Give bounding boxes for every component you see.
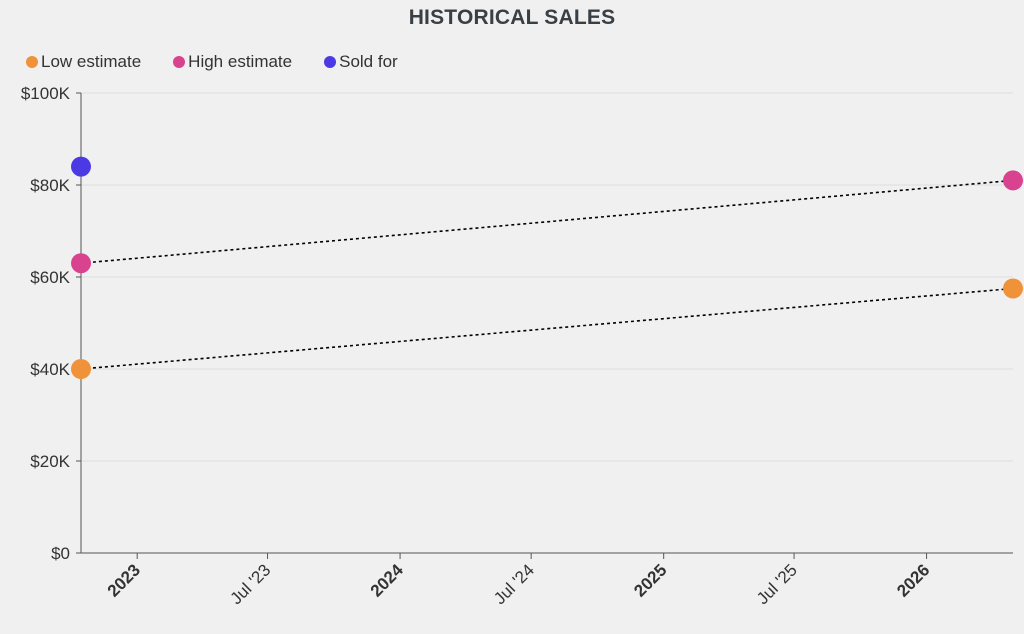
y-tick-label: $40K [30,360,70,379]
data-point-low-estimate [71,359,91,379]
data-point-high-estimate [71,253,91,274]
legend-swatch-high-estimate [173,56,186,68]
legend-item-high-estimate[interactable]: High estimate [173,52,292,72]
x-tick-label: 2025 [630,560,670,600]
x-tick-label: Jul '25 [753,560,801,608]
trend-line-high-estimate [80,179,1014,264]
legend-label-low-estimate: Low estimate [41,52,142,71]
legend-swatch-sold-for [324,56,337,68]
x-tick-label: Jul '23 [227,560,275,608]
data-point-high-estimate [1003,170,1023,191]
x-tick-label: 2024 [367,560,408,601]
chart-legend: Low estimate High estimate Sold for [26,51,398,73]
x-tick-label: Jul '24 [490,560,538,608]
y-tick-label: $100K [21,84,71,103]
legend-item-sold-for[interactable]: Sold for [324,52,398,72]
x-tick-label: 2026 [893,560,933,600]
legend-item-low-estimate[interactable]: Low estimate [26,52,141,72]
legend-label-high-estimate: High estimate [188,52,293,71]
y-tick-label: $20K [30,452,70,471]
legend-label-sold-for: Sold for [339,52,398,71]
y-tick-label: $0 [51,544,70,563]
data-point-low-estimate [1003,278,1023,299]
y-tick-label: $80K [30,176,70,195]
trend-line-low-estimate [80,287,1014,370]
x-tick-label: 2023 [104,560,144,600]
chart-title: HISTORICAL SALES [408,6,616,29]
data-point-sold-for [71,156,91,177]
legend-swatch-low-estimate [26,56,38,68]
y-tick-label: $60K [30,268,70,287]
